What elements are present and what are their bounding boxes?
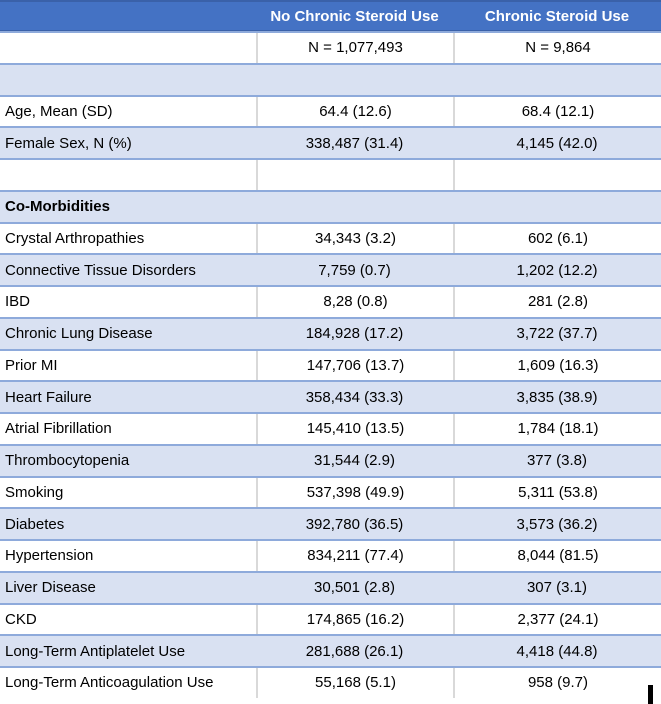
value-no-steroid: 147,706 (13.7) bbox=[256, 350, 453, 381]
row-label: Female Sex, N (%) bbox=[5, 134, 132, 152]
value-steroid: 281 (2.8) bbox=[453, 287, 661, 317]
table-row: Connective Tissue Disorders 7,759 (0.7) 1,… bbox=[0, 253, 661, 285]
row-label: Co-Morbidities bbox=[5, 198, 110, 216]
value-steroid: 1,784 (18.1) bbox=[453, 414, 661, 444]
spacer-row bbox=[0, 158, 661, 190]
table-row: Hypertension 834,211 (77.4) 8,044 (81.5) bbox=[0, 539, 661, 571]
table-row: Thrombocytopenia 31,544 (2.9) 377 (3.8) bbox=[0, 443, 661, 476]
value-no-steroid: 34,343 (3.2) bbox=[256, 223, 453, 254]
table-row: Liver Disease 30,501 (2.8) 307 (3.1) bbox=[0, 570, 661, 603]
value-steroid: 5,311 (53.8) bbox=[453, 477, 661, 508]
value-no-steroid: 392,780 (36.5) bbox=[305, 515, 404, 533]
value-no-steroid: 64.4 (12.6) bbox=[256, 96, 453, 127]
value-no-steroid bbox=[256, 65, 453, 95]
table-header-row: No Chronic Steroid Use Chronic Steroid U… bbox=[0, 0, 661, 31]
row-label: Crystal Arthropathies bbox=[5, 229, 145, 247]
value-steroid: 958 (9.7) bbox=[453, 668, 661, 698]
table-row: Female Sex, N (%) 338,487 (31.4) 4,145 (42… bbox=[0, 126, 661, 158]
value-steroid: 377 (3.8) bbox=[526, 452, 588, 470]
table-row: Long-Term Anticoagulation Use 55,168 (5.1… bbox=[0, 666, 661, 698]
header-empty-cell bbox=[0, 2, 256, 30]
value-steroid: 4,145 (42.0) bbox=[516, 134, 598, 152]
value-no-steroid bbox=[256, 160, 453, 190]
value-steroid: N = 9,864 bbox=[453, 33, 661, 63]
value-steroid: 3,573 (36.2) bbox=[516, 515, 598, 533]
table-row: Smoking 537,398 (49.9) 5,311 (53.8) bbox=[0, 475, 661, 508]
spacer-row bbox=[0, 62, 661, 95]
value-steroid: 1,609 (16.3) bbox=[453, 350, 661, 381]
section-row: Co-Morbidities bbox=[0, 189, 661, 222]
table-row: Heart Failure 358,434 (33.3) 3,835 (38.9) bbox=[0, 380, 661, 412]
value-no-steroid bbox=[256, 192, 453, 222]
row-label: Atrial Fibrillation bbox=[5, 420, 112, 438]
row-label: Long-Term Antiplatelet Use bbox=[5, 642, 186, 660]
table-row: IBD 8,28 (0.8) 281 (2.8) bbox=[0, 285, 661, 317]
column-header-no-steroid: No Chronic Steroid Use bbox=[270, 7, 439, 25]
value-steroid bbox=[453, 65, 661, 95]
row-label: Hypertension bbox=[5, 547, 94, 565]
table-row: Atrial Fibrillation 145,410 (13.5) 1,784 (… bbox=[0, 412, 661, 444]
value-steroid: 3,722 (37.7) bbox=[516, 325, 598, 343]
row-label: IBD bbox=[5, 293, 31, 311]
value-no-steroid: 31,544 (2.9) bbox=[314, 452, 395, 470]
value-no-steroid: 174,865 (16.2) bbox=[256, 604, 453, 635]
text-cursor bbox=[648, 685, 653, 704]
value-no-steroid: 281,688 (26.1) bbox=[305, 642, 404, 660]
value-steroid: 68.4 (12.1) bbox=[453, 96, 661, 127]
column-header-steroid: Chronic Steroid Use bbox=[484, 7, 630, 25]
value-no-steroid: 338,487 (31.4) bbox=[305, 134, 404, 152]
value-no-steroid: 55,168 (5.1) bbox=[256, 668, 453, 698]
row-label: Chronic Lung Disease bbox=[5, 325, 153, 343]
row-label: Thrombocytopenia bbox=[5, 452, 130, 470]
value-no-steroid: 8,28 (0.8) bbox=[256, 287, 453, 317]
value-steroid: 602 (6.1) bbox=[453, 223, 661, 254]
row-label: Age, Mean (SD) bbox=[5, 102, 113, 120]
table-row: Prior MI 147,706 (13.7) 1,609 (16.3) bbox=[0, 348, 661, 381]
table-row: Diabetes 392,780 (36.5) 3,573 (36.2) bbox=[0, 507, 661, 539]
row-label: Long-Term Anticoagulation Use bbox=[5, 674, 214, 692]
value-no-steroid: 184,928 (17.2) bbox=[305, 325, 404, 343]
value-steroid: 1,202 (12.2) bbox=[516, 261, 598, 279]
table-body: N = 1,077,493 N = 9,864 Age, Mean (SD) 64.4… bbox=[0, 31, 661, 698]
row-label: Prior MI bbox=[5, 356, 58, 374]
value-steroid: 8,044 (81.5) bbox=[453, 541, 661, 571]
table-row: Long-Term Antiplatelet Use 281,688 (26.1)… bbox=[0, 634, 661, 666]
value-no-steroid: 358,434 (33.3) bbox=[305, 388, 404, 406]
value-no-steroid: 30,501 (2.8) bbox=[314, 579, 395, 597]
value-steroid: 2,377 (24.1) bbox=[453, 604, 661, 635]
value-no-steroid: 537,398 (49.9) bbox=[256, 477, 453, 508]
table-row: Age, Mean (SD) 64.4 (12.6) 68.4 (12.1) bbox=[0, 94, 661, 127]
value-steroid bbox=[453, 160, 661, 190]
row-label: Heart Failure bbox=[5, 388, 92, 406]
value-no-steroid: 145,410 (13.5) bbox=[256, 414, 453, 444]
row-label: Diabetes bbox=[5, 515, 65, 533]
table-row: Crystal Arthropathies 34,343 (3.2) 602 (6.… bbox=[0, 221, 661, 254]
value-steroid: 307 (3.1) bbox=[526, 579, 588, 597]
row-label: Smoking bbox=[5, 483, 64, 501]
row-label: Connective Tissue Disorders bbox=[5, 261, 196, 279]
row-label: CKD bbox=[5, 610, 37, 628]
value-steroid bbox=[453, 192, 661, 222]
value-steroid: 4,418 (44.8) bbox=[516, 642, 598, 660]
value-no-steroid: N = 1,077,493 bbox=[256, 33, 453, 63]
row-label bbox=[0, 65, 256, 95]
value-steroid: 3,835 (38.9) bbox=[516, 388, 598, 406]
table-row: N = 1,077,493 N = 9,864 bbox=[0, 31, 661, 63]
table-row: Chronic Lung Disease 184,928 (17.2) 3,722 … bbox=[0, 316, 661, 349]
table-row: CKD 174,865 (16.2) 2,377 (24.1) bbox=[0, 602, 661, 635]
row-label bbox=[0, 160, 256, 190]
value-no-steroid: 834,211 (77.4) bbox=[256, 541, 453, 571]
row-label bbox=[0, 33, 256, 63]
value-no-steroid: 7,759 (0.7) bbox=[318, 261, 391, 279]
row-label: Liver Disease bbox=[5, 579, 96, 597]
